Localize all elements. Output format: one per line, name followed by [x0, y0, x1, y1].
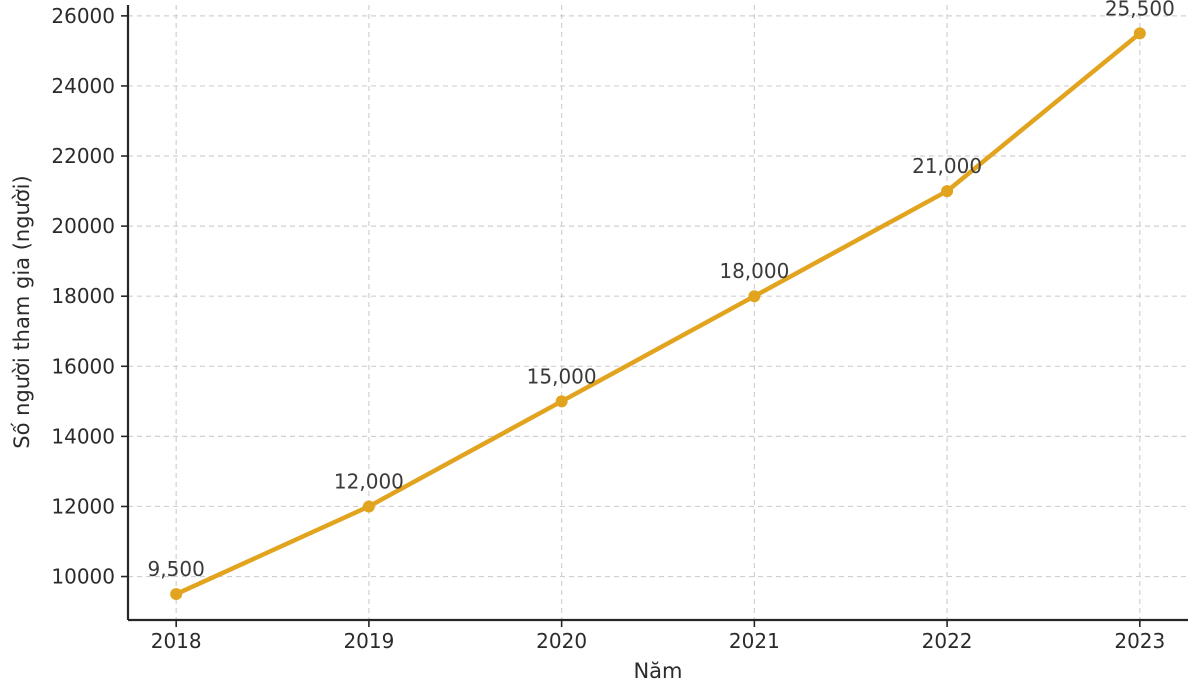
- data-point-label: 25,500: [1105, 0, 1175, 20]
- data-point-marker: [555, 395, 568, 408]
- y-tick-label: 12000: [51, 494, 115, 518]
- data-point-marker: [748, 290, 761, 303]
- x-tick-label: 2020: [536, 629, 587, 653]
- data-point-marker: [362, 500, 375, 513]
- x-tick-label: 2023: [1114, 629, 1165, 653]
- y-tick-label: 16000: [51, 354, 115, 378]
- data-point-marker: [941, 185, 954, 198]
- y-tick-label: 18000: [51, 284, 115, 308]
- x-tick-label: 2019: [343, 629, 394, 653]
- x-tick-label: 2021: [729, 629, 780, 653]
- data-point-label: 21,000: [912, 154, 982, 178]
- y-tick-label: 10000: [51, 565, 115, 589]
- data-point-label: 12,000: [334, 469, 404, 493]
- data-point-label: 15,000: [527, 364, 597, 388]
- x-axis-title: Năm: [633, 659, 683, 683]
- data-point-label: 18,000: [719, 259, 789, 283]
- data-point-marker: [170, 588, 183, 601]
- data-point-marker: [1133, 27, 1146, 40]
- y-tick-label: 22000: [51, 144, 115, 168]
- data-line-series: [173, 31, 1143, 597]
- x-tick-label: 2018: [151, 629, 202, 653]
- y-tick-label: 14000: [51, 424, 115, 448]
- y-axis-title: Số người tham gia (người): [10, 175, 34, 449]
- y-tick-label: 20000: [51, 214, 115, 238]
- data-point-label: 9,500: [148, 557, 205, 581]
- y-tick-label: 26000: [51, 4, 115, 28]
- y-tick-label: 24000: [51, 74, 115, 98]
- x-tick-label: 2022: [922, 629, 973, 653]
